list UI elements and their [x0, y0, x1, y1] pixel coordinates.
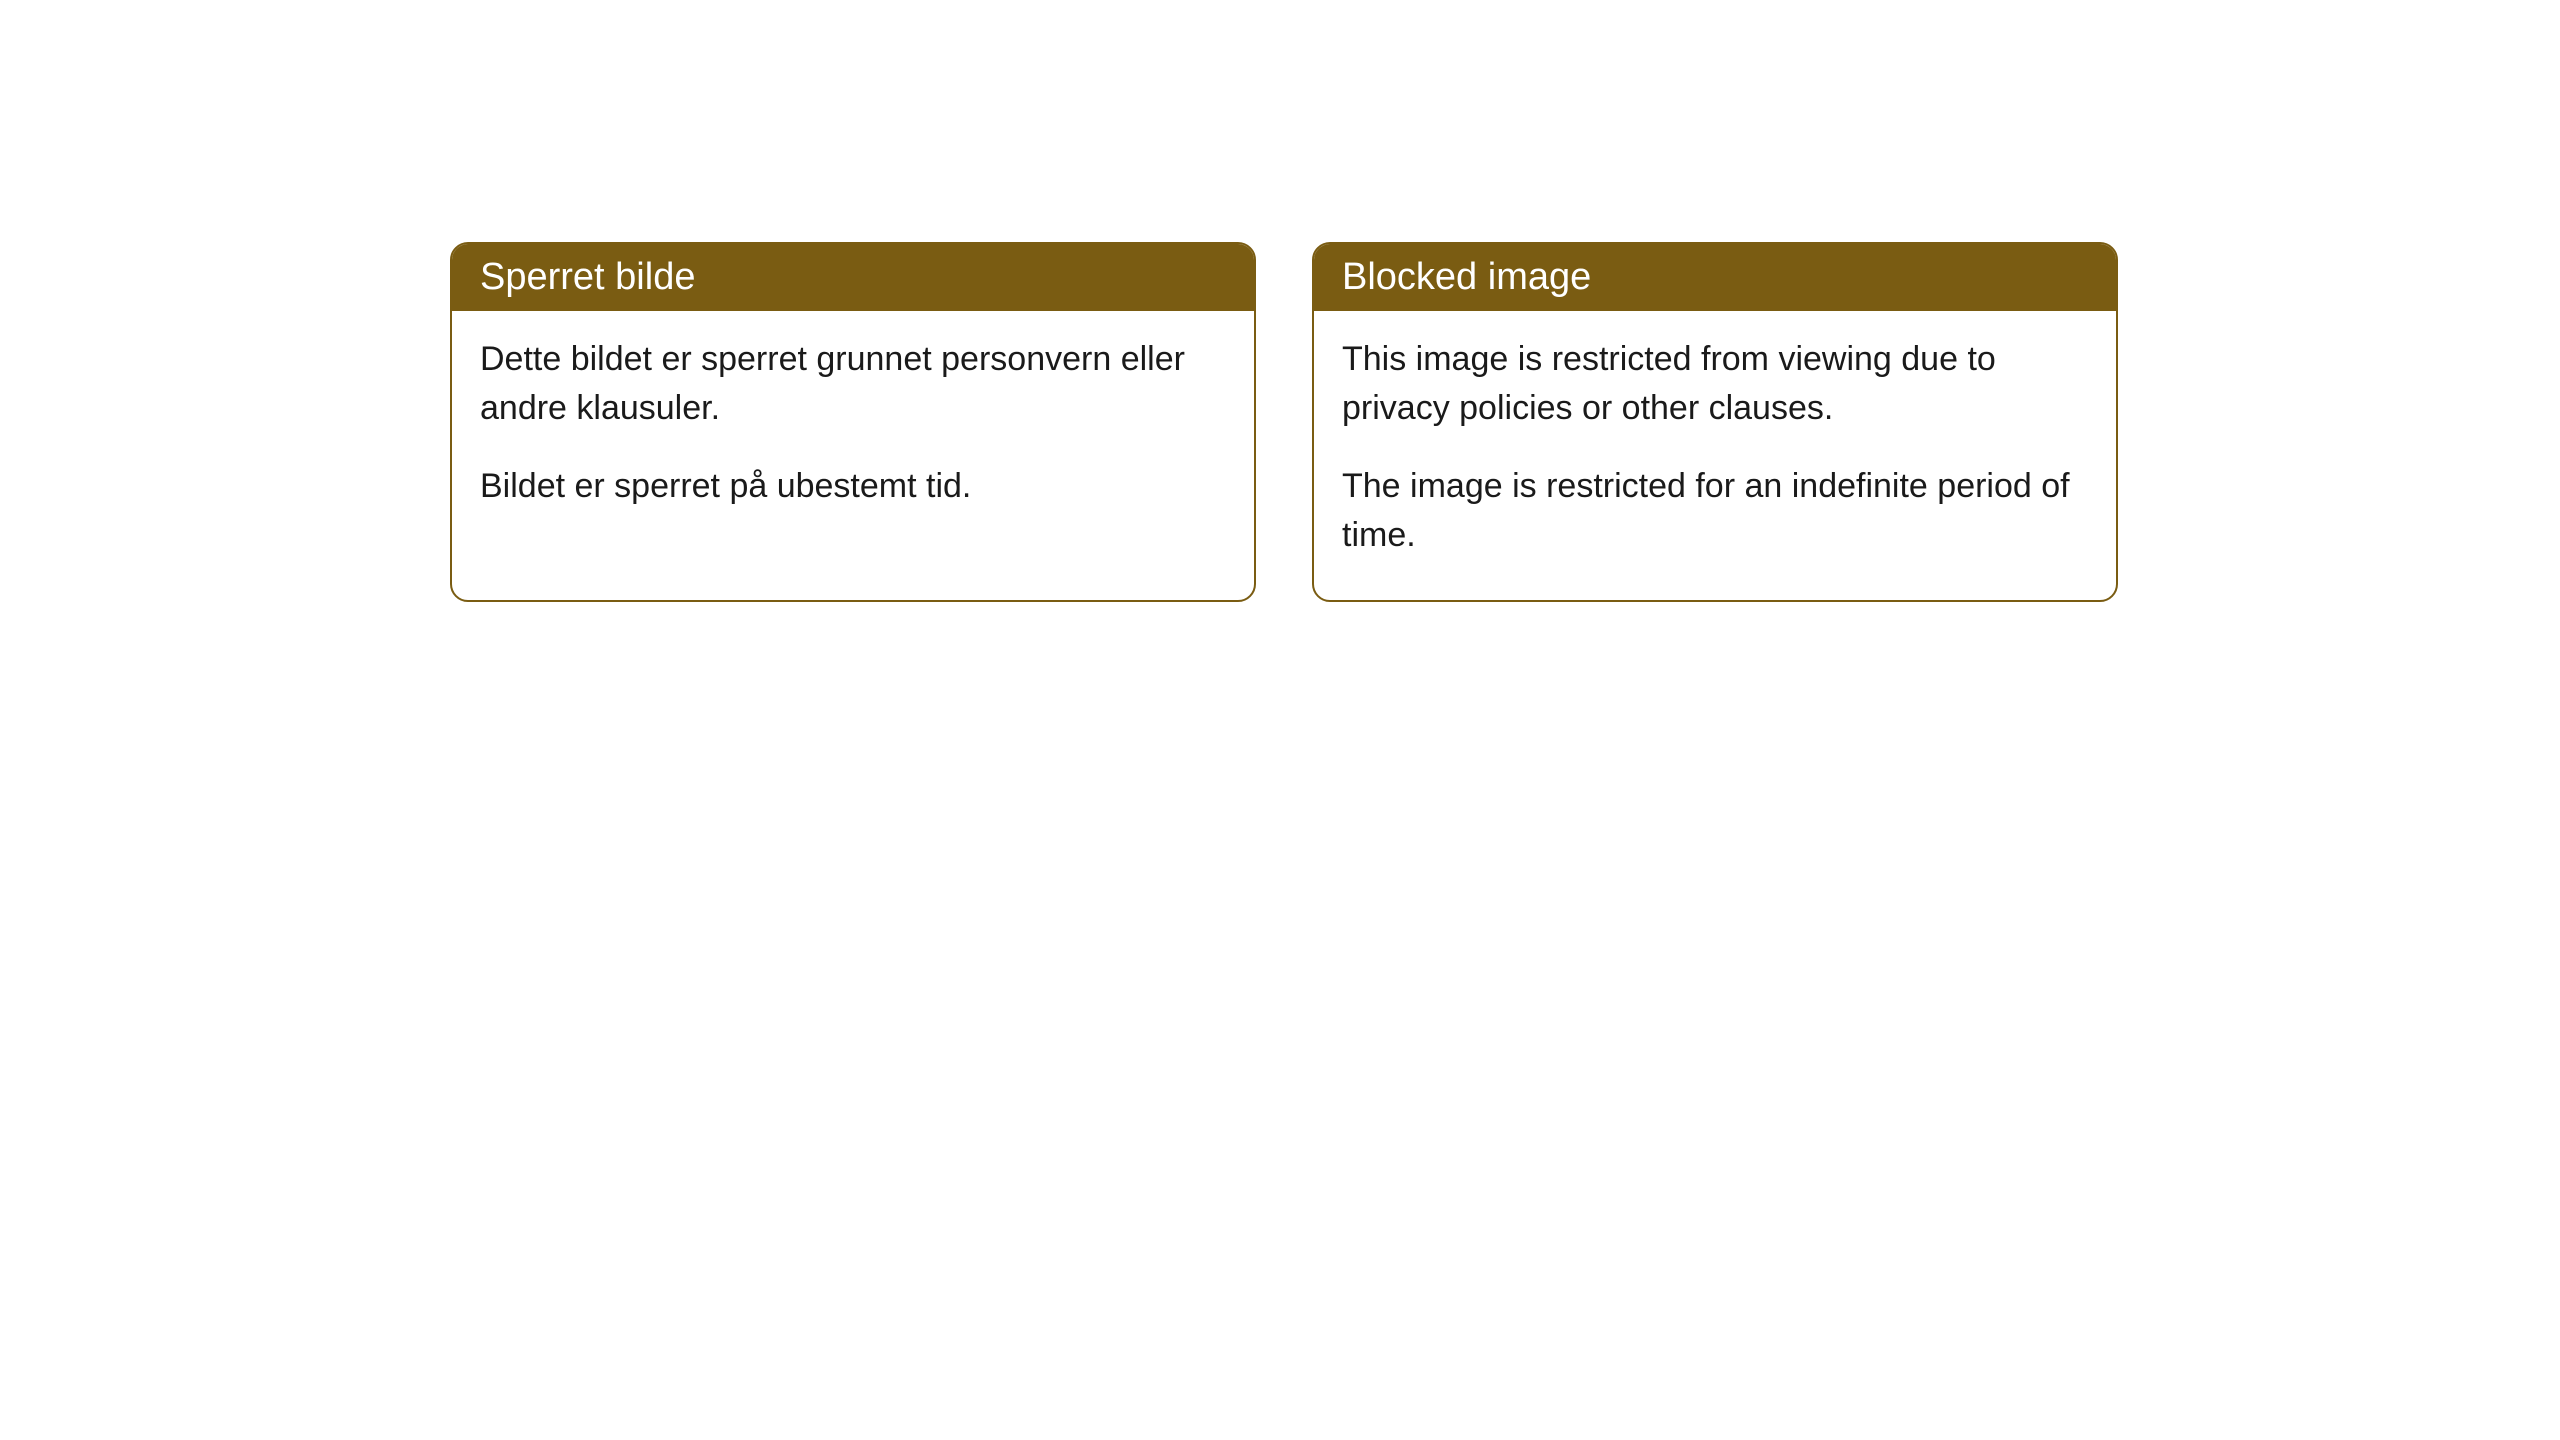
- card-header-no: Sperret bilde: [452, 244, 1254, 311]
- card-text-en-1: This image is restricted from viewing du…: [1342, 335, 2088, 434]
- blocked-image-card-en: Blocked image This image is restricted f…: [1312, 242, 2118, 602]
- card-body-en: This image is restricted from viewing du…: [1314, 311, 2116, 600]
- cards-container: Sperret bilde Dette bildet er sperret gr…: [450, 242, 2118, 602]
- card-text-en-2: The image is restricted for an indefinit…: [1342, 462, 2088, 561]
- card-text-no-1: Dette bildet er sperret grunnet personve…: [480, 335, 1226, 434]
- card-header-en: Blocked image: [1314, 244, 2116, 311]
- card-text-no-2: Bildet er sperret på ubestemt tid.: [480, 462, 1226, 511]
- blocked-image-card-no: Sperret bilde Dette bildet er sperret gr…: [450, 242, 1256, 602]
- card-body-no: Dette bildet er sperret grunnet personve…: [452, 311, 1254, 551]
